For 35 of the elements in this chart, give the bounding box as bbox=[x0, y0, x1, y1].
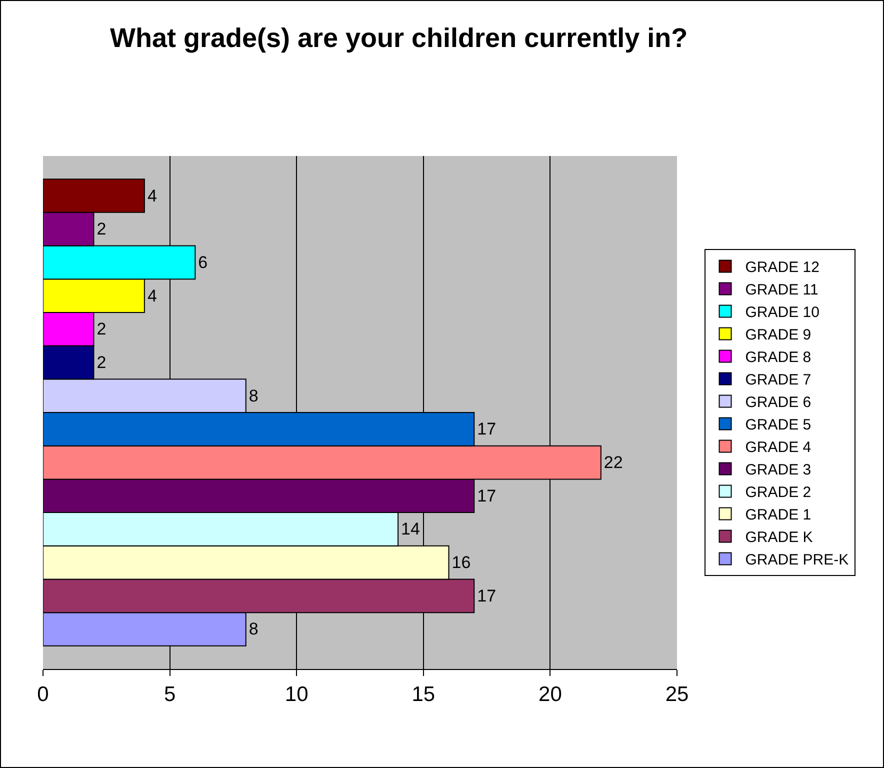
legend-label: GRADE 5 bbox=[745, 416, 812, 434]
data-label: 4 bbox=[147, 286, 157, 306]
legend-label: GRADE 8 bbox=[745, 349, 812, 366]
x-tick-label: 25 bbox=[665, 683, 689, 706]
x-tick-label: 15 bbox=[412, 683, 436, 706]
data-label: 17 bbox=[477, 420, 496, 439]
legend-label: GRADE 6 bbox=[745, 394, 812, 412]
data-label: 8 bbox=[248, 386, 258, 406]
data-label: 4 bbox=[147, 186, 157, 206]
legend-label: GRADE 9 bbox=[745, 326, 812, 344]
x-tick-label: 5 bbox=[164, 683, 176, 706]
data-label: 2 bbox=[96, 352, 106, 372]
data-label: 17 bbox=[477, 586, 496, 606]
data-label: 2 bbox=[96, 220, 106, 239]
x-tick-label: 0 bbox=[37, 683, 49, 706]
data-label: 2 bbox=[96, 320, 106, 339]
legend-label: GRADE 11 bbox=[745, 282, 818, 299]
legend-label: GRADE K bbox=[745, 529, 813, 546]
data-label: 14 bbox=[401, 520, 420, 539]
data-label: 17 bbox=[477, 486, 496, 506]
legend-label: GRADE 1 bbox=[745, 506, 812, 524]
data-label: 6 bbox=[198, 252, 208, 272]
legend-label: GRADE PRE-K bbox=[745, 552, 849, 569]
legend-label: GRADE 7 bbox=[745, 372, 812, 389]
legend-label: GRADE 2 bbox=[745, 484, 812, 502]
legend-label: GRADE 10 bbox=[745, 304, 820, 322]
x-tick-label: 20 bbox=[538, 683, 562, 706]
legend-label: GRADE 4 bbox=[745, 439, 812, 456]
x-tick-label: 10 bbox=[284, 683, 308, 706]
chart-title: What grade(s) are your children currently in? bbox=[110, 22, 688, 53]
legend-label: GRADE 3 bbox=[745, 462, 812, 479]
data-label: 16 bbox=[452, 553, 471, 572]
legend-label: GRADE 12 bbox=[745, 259, 820, 276]
data-label: 8 bbox=[248, 620, 258, 639]
data-label: 22 bbox=[604, 453, 623, 472]
